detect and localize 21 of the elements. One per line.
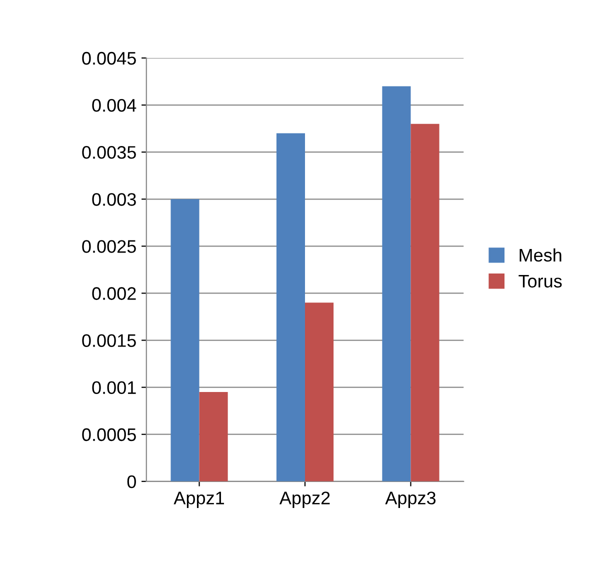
- bar: [276, 133, 305, 482]
- y-tick-label: 0.0025: [82, 240, 136, 253]
- x-tick-label: Appz1: [174, 492, 224, 508]
- y-tick-label: 0.0005: [82, 428, 136, 442]
- y-tick-label: 0.0035: [82, 146, 136, 159]
- y-tick-label: 0.001: [92, 381, 136, 394]
- y-tick-label: 0.004: [92, 98, 136, 112]
- x-tick-label: Appz3: [385, 492, 436, 508]
- y-tick-label: 0: [127, 475, 136, 488]
- bar: [410, 124, 440, 482]
- bar: [382, 86, 411, 482]
- y-tick-label: 0.002: [92, 287, 136, 300]
- bar: [170, 199, 200, 482]
- bar: [305, 302, 334, 482]
- bar: [199, 392, 228, 482]
- legend-label: Torus: [518, 274, 562, 288]
- y-tick-label: 0.003: [92, 193, 136, 206]
- legend-label: Mesh: [520, 248, 562, 262]
- y-tick-label: 0.0045: [82, 52, 136, 65]
- x-tick-label: Appz2: [279, 492, 330, 508]
- y-tick-label: 0.0015: [82, 334, 136, 347]
